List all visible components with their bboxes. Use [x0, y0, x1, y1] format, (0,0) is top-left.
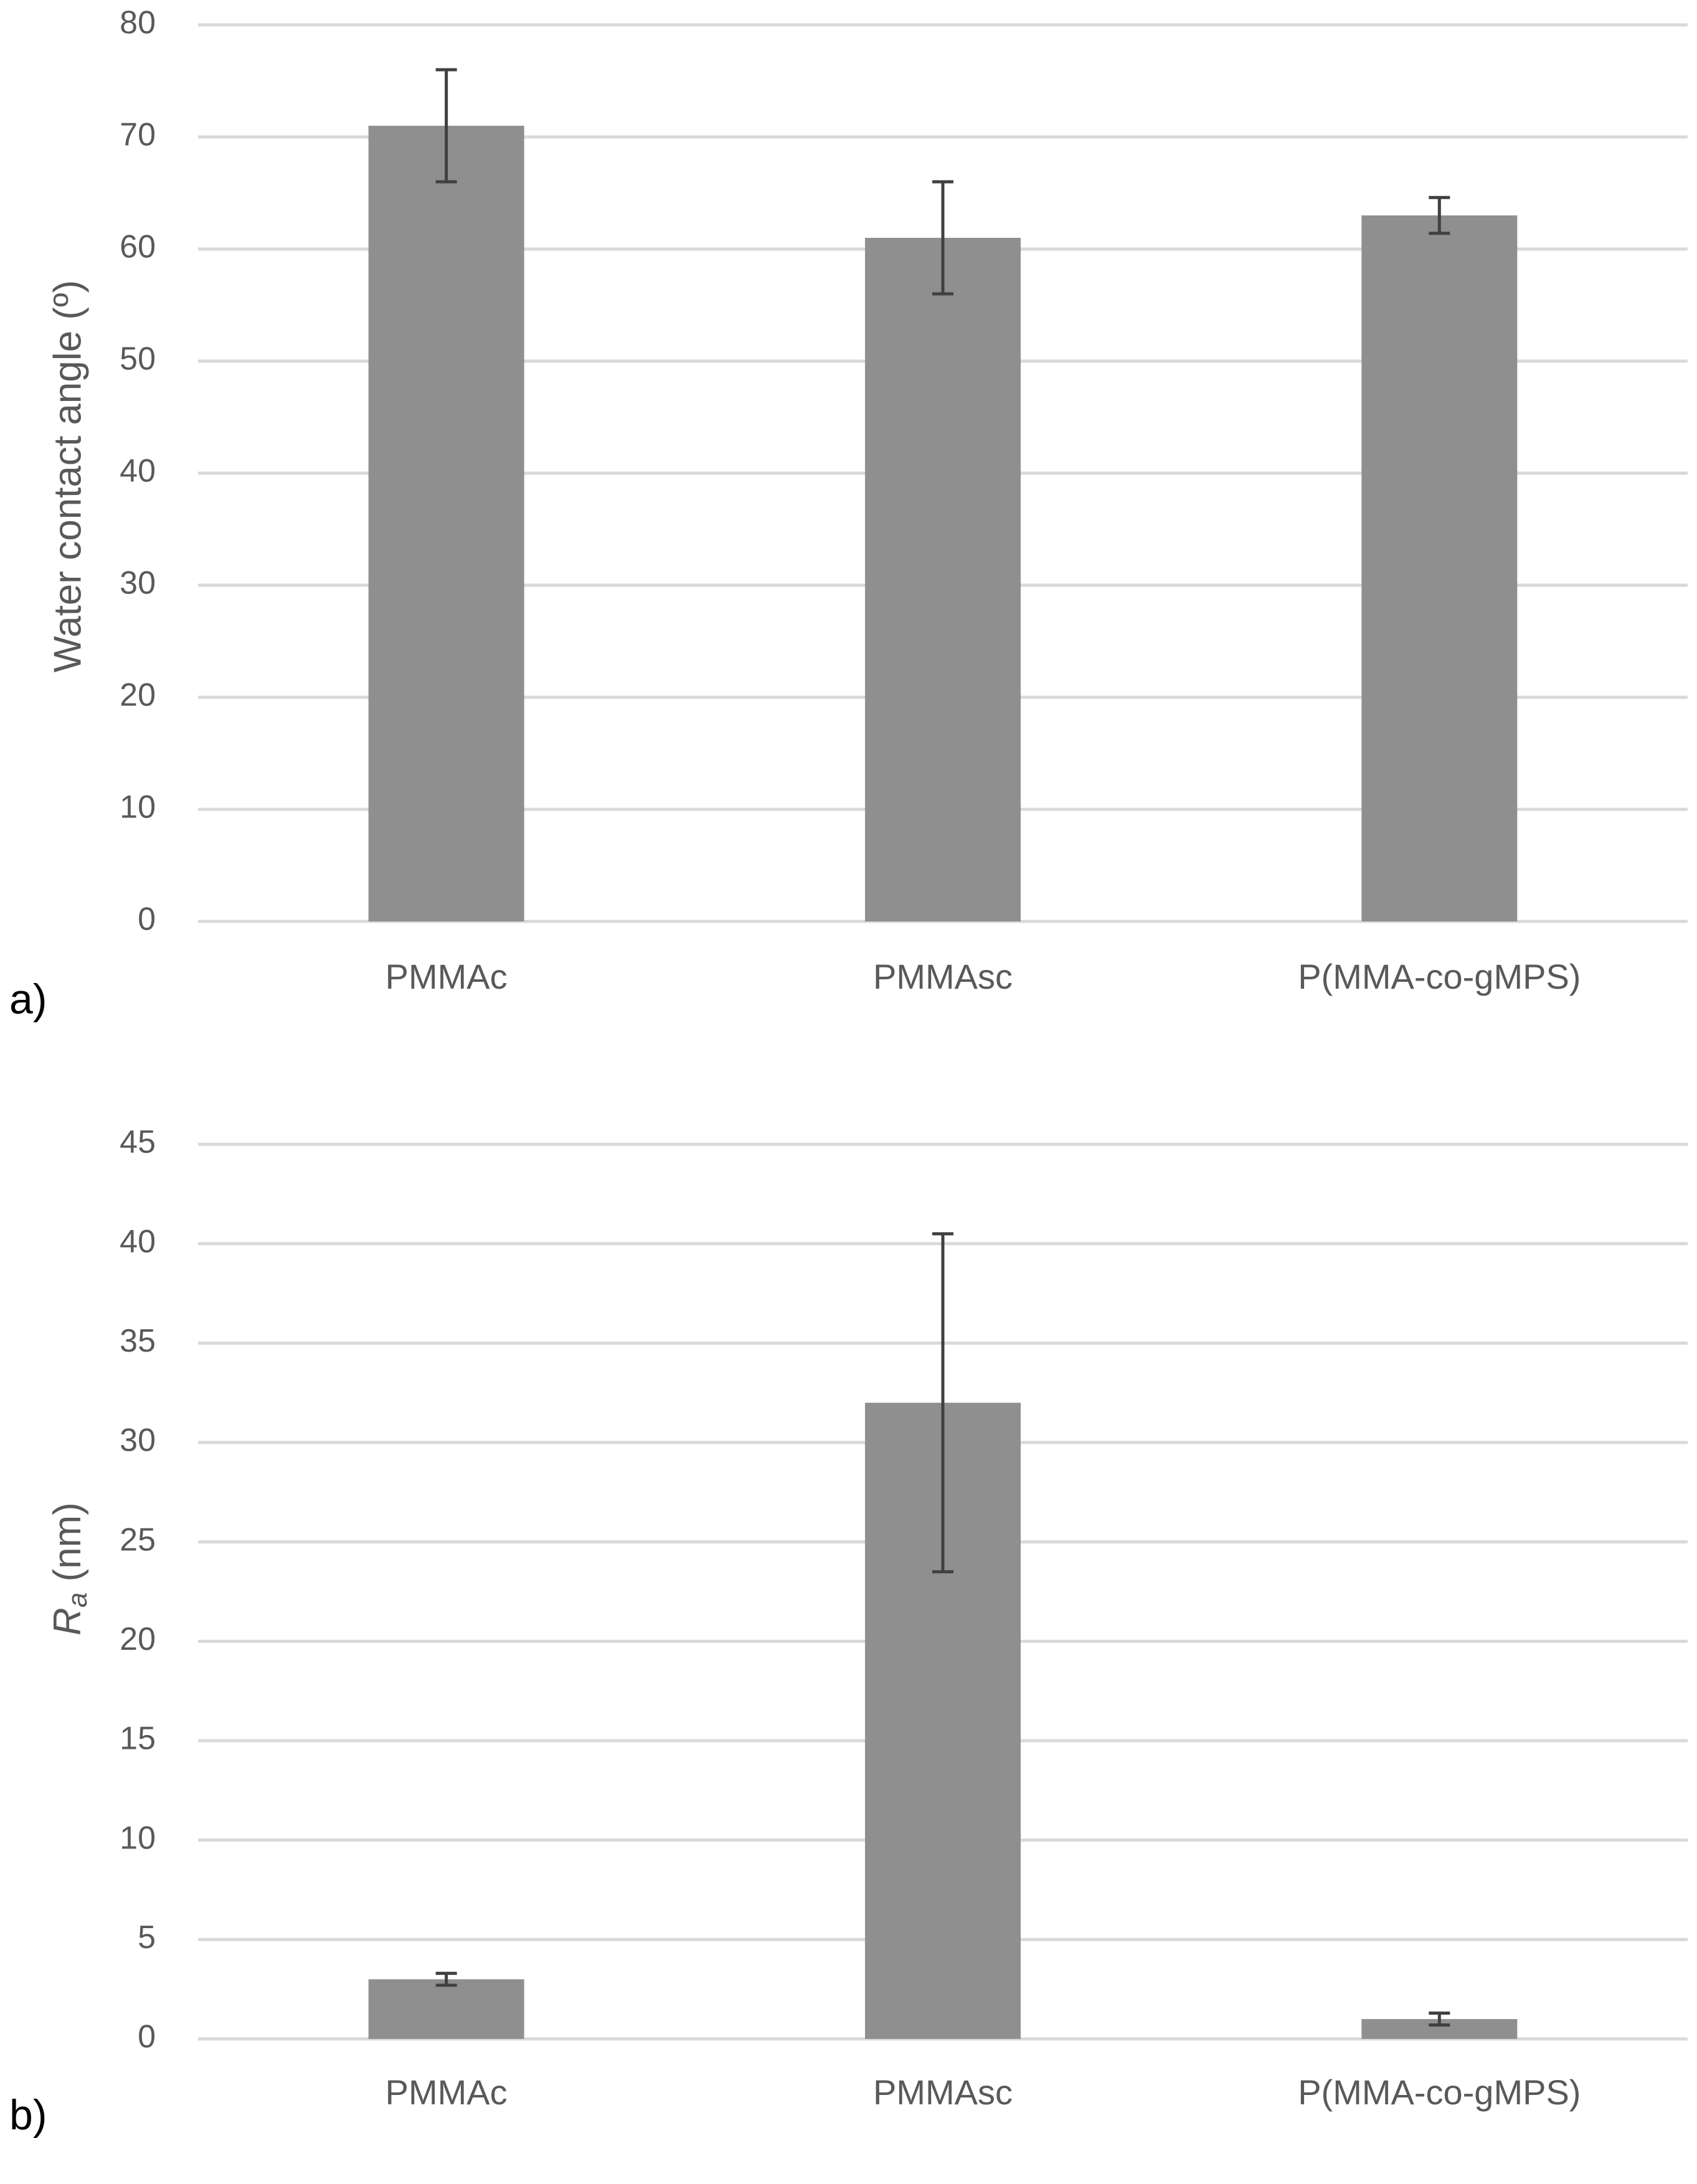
y-tick-label: 35 — [120, 1323, 156, 1359]
y-tick-label: 5 — [138, 1919, 156, 1956]
x-tick-label: PMMAc — [385, 957, 508, 996]
y-tick-label: 0 — [138, 901, 156, 938]
x-tick-label: PMMAsc — [873, 957, 1013, 996]
panel-letter-a: a) — [9, 976, 47, 1023]
y-tick-label: 0 — [138, 2019, 156, 2055]
bar — [368, 126, 524, 921]
bar — [368, 1979, 524, 2039]
y-tick-label: 15 — [120, 1721, 156, 1757]
y-tick-label: 50 — [120, 341, 156, 377]
x-tick-label: P(MMA-co-gMPS) — [1298, 2073, 1581, 2112]
y-tick-label: 30 — [120, 565, 156, 601]
y-axis-label-b-symbol: R — [46, 1607, 89, 1636]
chart-panel-a: a) Water contact angle (º) 0 10 20 30 40 50 60… — [9, 5, 1688, 1023]
x-tick-label: PMMAc — [385, 2073, 508, 2112]
bar — [865, 238, 1021, 921]
y-tick-label: 10 — [120, 789, 156, 826]
y-tick-label: 10 — [120, 1820, 156, 1856]
y-tick-label: 60 — [120, 229, 156, 265]
x-tick-label: P(MMA-co-gMPS) — [1298, 957, 1581, 996]
y-tick-label: 40 — [120, 453, 156, 489]
y-tick-label: 25 — [120, 1522, 156, 1558]
panel-letter-b: b) — [9, 2091, 47, 2139]
y-tick-label: 20 — [120, 1621, 156, 1657]
x-tick-label: PMMAsc — [873, 2073, 1013, 2112]
y-tick-label: 30 — [120, 1423, 156, 1459]
chart-panel-b: b) Ra (nm) 0 5 10 15 20 25 30 35 40 45 PMMAc PMMAsc… — [9, 1124, 1688, 2139]
y-axis-label-b: Ra (nm) — [46, 1502, 92, 1636]
y-tick-label: 45 — [120, 1124, 156, 1160]
y-tick-label: 80 — [120, 5, 156, 41]
y-axis-label-b-unit: (nm) — [46, 1502, 89, 1593]
y-tick-label: 70 — [120, 117, 156, 153]
y-tick-label: 40 — [120, 1223, 156, 1259]
y-axis-label-a: Water contact angle (º) — [46, 280, 89, 672]
y-tick-label: 20 — [120, 677, 156, 713]
y-axis-label-b-subscript: a — [62, 1593, 93, 1607]
bar — [1361, 215, 1518, 921]
